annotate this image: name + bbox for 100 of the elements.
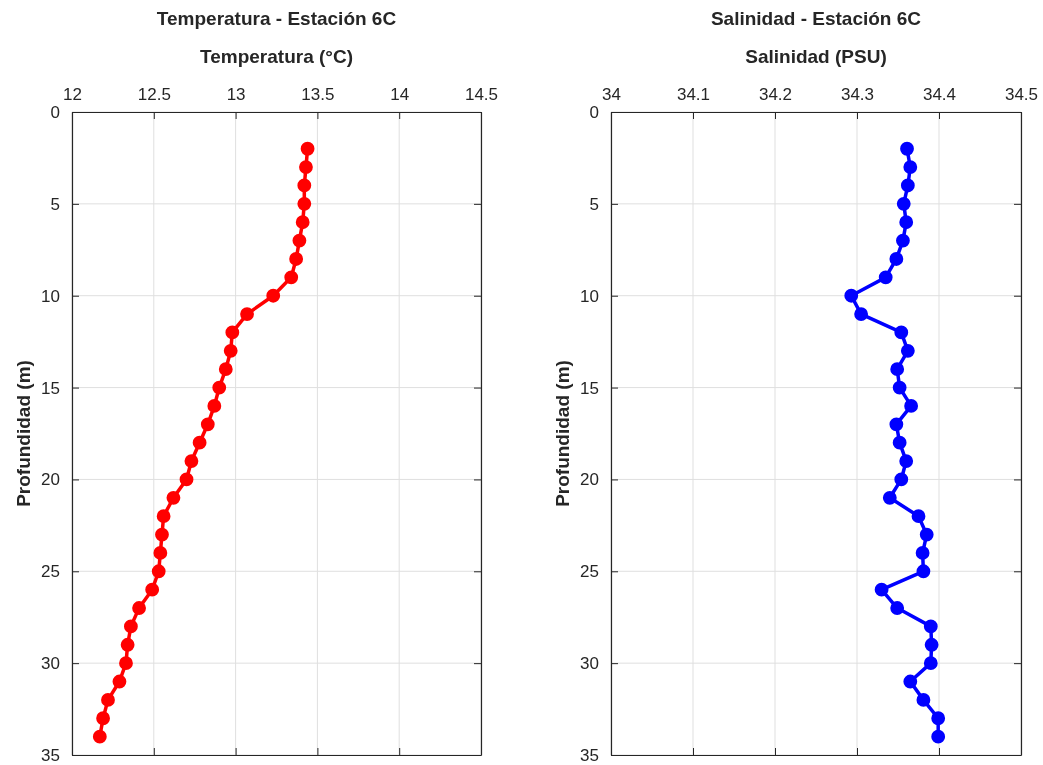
y-tick-label: 25 [41,562,60,582]
point [892,435,907,450]
y-tick-label: 15 [580,378,599,398]
point [240,307,254,321]
point [145,582,160,597]
point [903,674,918,689]
point [151,564,166,579]
y-tick-label: 0 [589,102,599,122]
point [155,527,169,542]
point [179,472,194,487]
point [101,692,115,707]
point [300,141,315,156]
point [112,674,127,689]
point [92,729,107,744]
point [923,656,938,671]
point [889,252,904,266]
point [223,343,238,358]
y-tick-label: 15 [41,378,60,398]
x-tick-label: 34.5 [1004,85,1039,104]
point [184,454,199,468]
point [900,343,915,358]
point [924,637,939,652]
x-tick-label: 14.5 [464,85,499,104]
x-tick-label: 14 [390,85,410,104]
point [896,233,910,248]
y-tick-label: 0 [50,102,60,122]
y-tick-label: 10 [580,286,599,306]
x-tick-label: 34.1 [676,85,711,104]
point [225,325,240,340]
point [874,582,889,597]
point [878,270,893,285]
point [911,509,926,524]
point [132,601,146,615]
x-tick-label: 12.5 [137,85,171,104]
point [123,619,138,634]
y-tick-label: 35 [580,745,599,765]
y-tick-label: 20 [580,470,599,490]
point [892,380,907,395]
point [894,472,909,487]
point [192,435,207,450]
y-axis-title: Profundidad (m) [13,360,34,507]
x-tick-label: 34.3 [840,85,875,104]
point [166,490,181,505]
y-tick-label: 25 [580,562,599,582]
y-tick-label: 5 [50,194,60,214]
point [899,454,914,468]
point [900,141,914,156]
point [890,362,905,377]
point [916,692,931,707]
point [153,546,168,560]
point [931,729,946,744]
x-axis-title: Salinidad (PSU) [745,46,887,67]
point [212,380,227,395]
point [889,417,904,432]
point [900,178,915,193]
y-tick-label: 5 [589,194,599,214]
point [295,215,310,230]
y-tick-label: 30 [580,654,599,674]
y-tick-label: 30 [41,654,60,674]
point [916,564,931,579]
point [931,711,946,726]
point [297,196,312,211]
point [297,178,312,193]
point [923,619,938,634]
point [894,325,909,340]
point [289,252,304,266]
point [119,656,133,671]
point [854,307,869,321]
point [120,637,135,652]
point [96,711,110,726]
point [266,288,281,303]
point [904,399,919,413]
point [844,288,859,303]
y-axis-title: Profundidad (m) [552,360,573,507]
point [919,527,934,542]
chart-title: Temperatura - Estación 6C [156,8,397,29]
chart-title: Salinidad - Estación 6C [710,8,922,29]
point [292,233,307,248]
x-tick-label: 34 [602,85,621,104]
y-tick-label: 10 [41,286,60,306]
point [299,160,313,175]
point [284,270,299,285]
point [890,601,905,615]
point [218,362,233,377]
point [882,490,897,505]
x-tick-label: 34.4 [922,85,957,104]
x-tick-label: 13.5 [301,85,335,104]
x-tick-label: 12 [63,85,82,104]
y-tick-label: 20 [41,470,60,490]
point [903,160,918,175]
y-tick-label: 35 [41,745,60,765]
point [200,417,215,432]
x-tick-label: 34.2 [758,85,793,104]
point [896,196,911,211]
point [207,399,222,413]
point [915,546,930,560]
point [156,509,171,524]
point [899,215,914,230]
x-axis-title: Temperatura (°C) [200,46,353,67]
x-tick-label: 13 [226,85,246,104]
